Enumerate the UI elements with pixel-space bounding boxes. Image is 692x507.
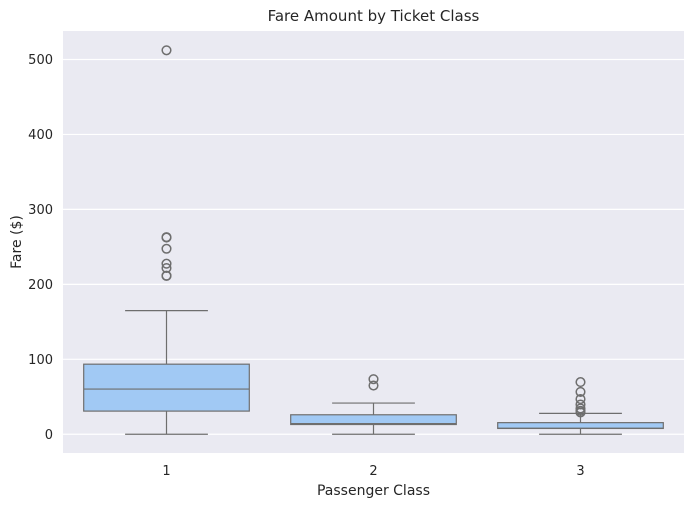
x-axis-label: Passenger Class — [317, 483, 430, 499]
y-tick-label: 300 — [28, 203, 53, 218]
y-axis-ticks: 0 100 200 300 400 500 — [28, 53, 53, 443]
y-tick-label: 500 — [28, 53, 53, 68]
box-iqr — [497, 422, 664, 430]
y-tick-label: 0 — [45, 428, 53, 443]
box-series — [83, 45, 664, 435]
outlier-point — [575, 386, 586, 397]
outlier-point — [161, 232, 172, 243]
outlier-point — [161, 45, 172, 56]
outlier-point — [161, 243, 172, 254]
outlier-point — [368, 374, 379, 385]
outlier-point — [161, 262, 172, 274]
x-tick-label: 3 — [576, 464, 584, 479]
x-tick-label: 1 — [162, 464, 170, 479]
outlier-point — [575, 399, 586, 410]
box-iqr — [83, 363, 250, 412]
outlier-point — [575, 394, 586, 405]
outlier-point — [161, 270, 172, 281]
outlier-point — [368, 380, 379, 391]
outlier-point — [161, 258, 172, 269]
x-tick-label: 2 — [369, 464, 377, 479]
x-axis-ticks: 1 2 3 — [162, 464, 584, 479]
box-group — [290, 374, 457, 435]
outlier-point — [575, 377, 586, 388]
chart-title: Fare Amount by Ticket Class — [268, 7, 480, 25]
y-axis-label: Fare ($) — [9, 215, 25, 269]
box-group — [497, 377, 664, 435]
box-group — [83, 45, 250, 435]
y-tick-label: 100 — [28, 353, 53, 368]
outlier-point — [575, 403, 586, 414]
y-tick-label: 400 — [28, 128, 53, 143]
y-tick-label: 200 — [28, 278, 53, 293]
box-iqr — [290, 414, 457, 426]
